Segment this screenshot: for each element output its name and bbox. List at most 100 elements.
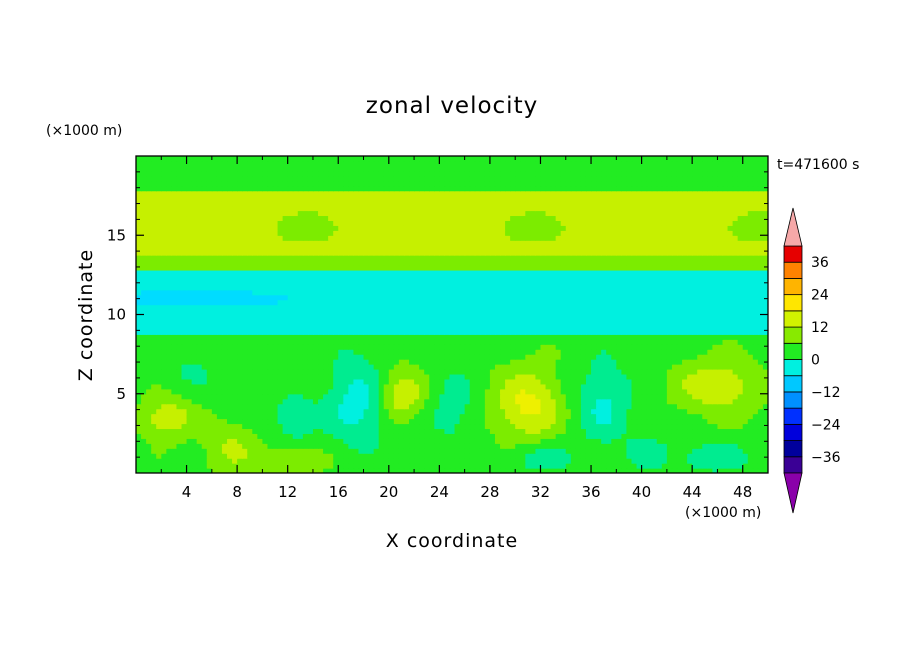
contour-cell <box>484 289 491 296</box>
contour-cell <box>166 368 172 375</box>
contour-cell <box>348 344 355 350</box>
contour-cell <box>464 438 471 444</box>
contour-cell <box>580 398 587 405</box>
contour-cell <box>257 443 263 449</box>
contour-cell <box>575 463 582 469</box>
contour-cell <box>626 428 633 434</box>
contour-cell <box>242 378 248 385</box>
contour-cell <box>682 349 688 355</box>
contour-cell <box>464 319 471 325</box>
contour-cell <box>687 428 693 434</box>
contour-cell <box>146 324 152 330</box>
contour-cell <box>676 314 683 321</box>
contour-cell <box>318 378 324 385</box>
contour-cell <box>201 413 208 420</box>
contour-cell <box>373 398 380 405</box>
contour-cell <box>333 373 339 380</box>
contour-cell <box>378 458 385 464</box>
contour-cell <box>661 453 668 459</box>
contour-cell <box>515 398 521 405</box>
contour-cell <box>616 289 622 296</box>
contour-cell <box>520 349 526 355</box>
contour-cell <box>717 274 724 281</box>
contour-cell <box>206 299 213 306</box>
contour-cell <box>474 364 481 370</box>
contour-cell <box>267 368 274 375</box>
contour-cell <box>762 428 768 434</box>
contour-cell <box>429 393 435 400</box>
contour-cell <box>409 448 415 454</box>
contour-cell <box>616 433 622 439</box>
contour-cell <box>560 463 567 469</box>
contour-cell <box>161 373 167 380</box>
contour-cell <box>363 418 370 425</box>
contour-cell <box>378 468 385 473</box>
contour-cell <box>424 359 430 365</box>
contour-cell <box>348 458 355 464</box>
contour-cell <box>232 329 238 335</box>
contour-cell <box>398 373 405 380</box>
contour-cell <box>252 309 258 316</box>
contour-cell <box>550 294 557 301</box>
contour-cell <box>454 309 461 316</box>
contour-cell <box>282 309 289 316</box>
contour-cell <box>545 408 552 415</box>
contour-cell <box>580 304 587 311</box>
contour-cell <box>575 364 582 370</box>
contour-cell <box>515 304 521 311</box>
contour-cell <box>368 304 375 311</box>
contour-cell <box>398 314 405 321</box>
contour-cell <box>530 468 537 473</box>
contour-cell <box>732 463 739 469</box>
contour-cell <box>474 304 481 311</box>
contour-cell <box>555 383 562 390</box>
contour-cell <box>237 334 243 340</box>
contour-cell <box>494 319 501 325</box>
contour-cell <box>211 274 218 281</box>
contour-cell <box>737 319 744 325</box>
contour-cell <box>469 458 476 464</box>
contour-cell <box>545 433 552 439</box>
contour-cell <box>338 294 344 301</box>
contour-cell <box>555 448 562 454</box>
contour-cell <box>141 319 147 325</box>
contour-cell <box>363 309 370 316</box>
contour-cell <box>419 443 425 449</box>
contour-cell <box>262 314 269 321</box>
contour-cell <box>191 339 198 345</box>
contour-cell <box>333 443 339 449</box>
contour-cell <box>692 364 698 370</box>
contour-cell <box>348 279 355 286</box>
contour-cell <box>500 284 506 291</box>
contour-cell <box>500 279 506 286</box>
contour-cell <box>585 453 592 459</box>
contour-cell <box>646 383 653 390</box>
contour-cell <box>737 438 744 444</box>
contour-cell <box>383 383 390 390</box>
contour-cell <box>393 344 400 350</box>
contour-cell <box>353 299 360 306</box>
contour-cell <box>596 284 602 291</box>
contour-cell <box>712 289 719 296</box>
contour-cell <box>348 359 355 365</box>
contour-cell <box>419 458 425 464</box>
contour-cell <box>550 443 557 449</box>
contour-cell <box>247 453 253 459</box>
contour-cell <box>545 393 552 400</box>
contour-cell <box>439 443 446 449</box>
contour-cell <box>186 349 193 355</box>
contour-cell <box>550 423 557 430</box>
contour-cell <box>312 314 319 321</box>
contour-cell <box>398 299 405 306</box>
contour-cell <box>272 443 279 449</box>
contour-cell <box>459 453 466 459</box>
contour-cell <box>646 274 653 281</box>
contour-cell <box>338 324 344 330</box>
contour-cell <box>747 378 754 385</box>
contour-cell <box>424 314 430 321</box>
contour-cell <box>697 408 703 415</box>
contour-cell <box>717 413 724 420</box>
contour-cell <box>136 453 142 459</box>
contour-cell <box>414 423 420 430</box>
contour-cell <box>383 368 390 375</box>
